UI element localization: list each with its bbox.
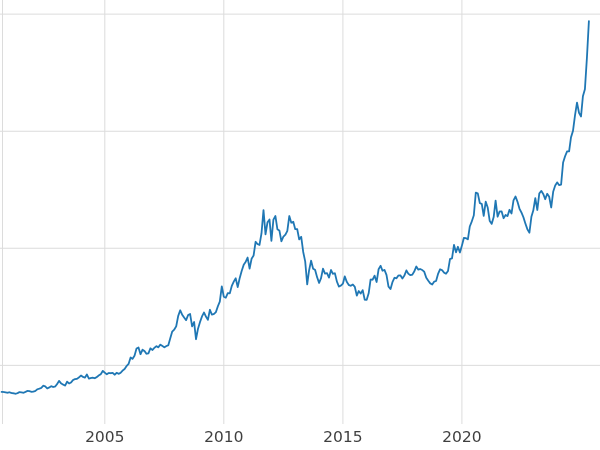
x-tick-label: 2005 (85, 428, 124, 446)
x-tick-label: 2020 (442, 428, 481, 446)
price-line-series (0, 20, 590, 395)
x-tick-label: 2010 (204, 428, 243, 446)
x-tick-label: 2015 (323, 428, 362, 446)
